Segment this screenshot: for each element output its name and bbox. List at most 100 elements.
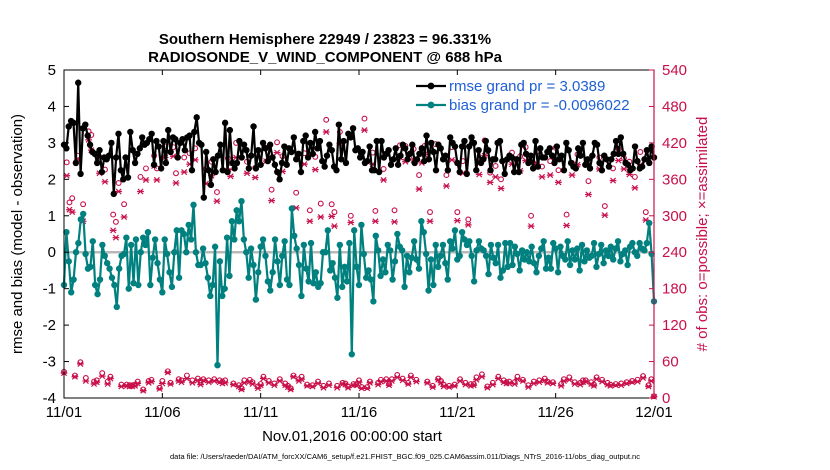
rmse-point: [525, 159, 532, 167]
rmse-point: [290, 134, 298, 141]
obs-assimilated-point: [443, 182, 450, 190]
bias-point: [430, 281, 437, 289]
bias-point: [252, 296, 260, 303]
rmse-point: [501, 170, 508, 178]
rmse-point: [548, 152, 556, 159]
bias-point: [247, 245, 255, 252]
obs-possible-point: [112, 218, 119, 225]
rmse-point: [359, 148, 366, 156]
bias-point: [72, 249, 80, 256]
rmse-point: [461, 137, 468, 145]
rmse-point: [150, 161, 158, 168]
obs-assimilated-point: [489, 381, 497, 388]
obs-possible-point: [304, 381, 311, 388]
obs-assimilated-point: [497, 185, 505, 192]
obs-assimilated-point: [462, 381, 469, 388]
rmse-point: [250, 123, 257, 130]
bias-point: [506, 239, 514, 247]
obs-assimilated-point: [601, 212, 609, 219]
bias-point: [427, 256, 435, 263]
obs-assimilated-point: [210, 377, 218, 385]
y-tick-label: 1: [48, 208, 56, 225]
obs-assimilated-point: [82, 377, 90, 385]
rmse-point: [65, 123, 72, 130]
obs-assimilated-point: [180, 169, 188, 176]
bias-point: [168, 283, 176, 291]
obs-possible-point: [391, 207, 398, 214]
rmse-point: [174, 154, 181, 161]
bias-point: [259, 236, 267, 243]
bias-point: [605, 252, 612, 260]
bias-point: [394, 230, 401, 238]
series-line-layer: [60, 79, 658, 369]
obs-assimilated-point: [68, 209, 76, 216]
obs-assimilated-point: [167, 381, 174, 388]
rmse-point: [402, 145, 409, 152]
obs-assimilated-point: [486, 179, 494, 186]
rmse-point: [98, 168, 106, 176]
obs-assimilated-point: [77, 360, 84, 368]
bias-point: [581, 258, 588, 265]
bias-point: [166, 269, 173, 276]
rmse-point: [276, 176, 283, 183]
obs-assimilated-point: [366, 379, 374, 386]
obs-assimilated-point: [112, 234, 120, 241]
obs-possible-point: [612, 381, 619, 387]
obs-assimilated-point: [251, 174, 259, 181]
bias-point: [571, 256, 579, 263]
x-tick-label: 11/01: [46, 404, 82, 421]
obs-possible-point: [140, 386, 147, 393]
bias-point: [245, 274, 252, 281]
rmse-point: [146, 136, 153, 143]
obs-assimilated-point: [385, 382, 393, 389]
rmse-point: [428, 139, 435, 147]
bias-point: [209, 281, 216, 289]
rmse-point: [255, 146, 262, 154]
rmse-point: [349, 125, 357, 132]
obs-assimilated-point: [197, 381, 204, 388]
rmse-point: [423, 132, 430, 139]
rmse-point: [584, 156, 591, 163]
obs-possible-point: [293, 189, 300, 196]
bias-point: [279, 252, 286, 260]
obs-assimilated-point: [249, 381, 256, 388]
obs-assimilated-point: [628, 379, 636, 386]
obs-assimilated-point: [213, 198, 221, 205]
bias-point: [77, 216, 84, 223]
rmse-point: [577, 152, 584, 159]
rmse-point: [264, 157, 271, 165]
bias-point: [526, 258, 533, 265]
rmse-point: [586, 165, 594, 172]
bias-point: [482, 252, 490, 260]
rmse-point: [316, 137, 324, 145]
rmse-point: [612, 137, 620, 145]
obs-possible-point: [290, 372, 297, 379]
rmse-point: [593, 141, 601, 148]
obs-assimilated-point: [325, 382, 333, 389]
bias-point: [449, 245, 456, 252]
rmse-point: [475, 146, 482, 154]
obs-possible-point: [498, 176, 504, 183]
rmse-point: [520, 139, 527, 147]
obs-assimilated-point: [320, 384, 327, 391]
bias-point: [307, 239, 315, 247]
obs-assimilated-point: [205, 379, 213, 386]
obs-possible-point: [492, 163, 499, 169]
bias-point: [562, 256, 569, 263]
obs-assimilated-point: [270, 382, 278, 389]
bias-point: [358, 221, 365, 229]
rmse-point: [480, 156, 487, 163]
obs-possible-point: [167, 379, 174, 386]
legend: rmse grand pr = 3.0389 bias grand pr = -…: [416, 78, 630, 114]
bias-point: [523, 249, 531, 256]
obs-possible-point: [156, 384, 163, 391]
bias-point: [175, 274, 183, 281]
bias-point: [329, 259, 336, 267]
obs-assimilated-point: [445, 384, 453, 391]
rmse-point: [236, 137, 243, 145]
rmse-point: [212, 168, 219, 176]
bias-point: [629, 239, 636, 247]
rmse-point: [413, 156, 421, 163]
obs-assimilated-point: [412, 378, 420, 385]
bias-point: [434, 263, 442, 270]
